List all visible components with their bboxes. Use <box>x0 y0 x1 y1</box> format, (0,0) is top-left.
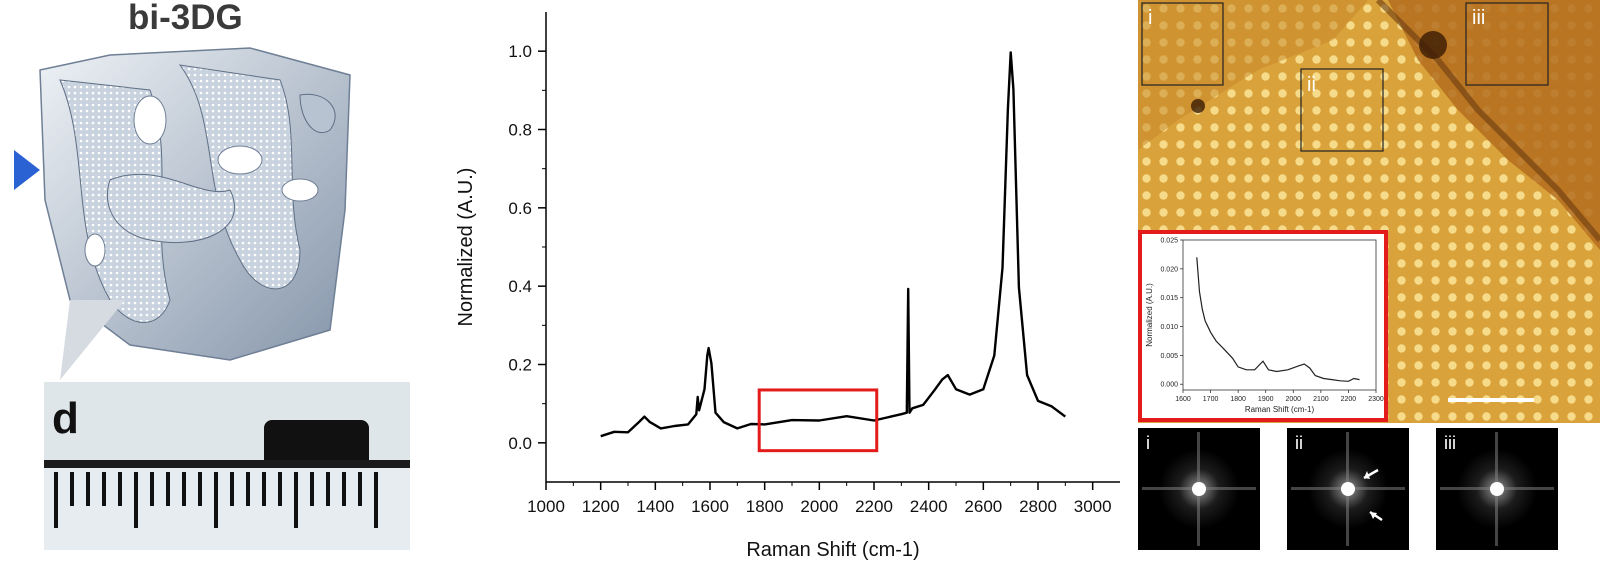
inset-y-tick-label: 0.025 <box>1160 238 1178 245</box>
inset-x-tick-label: 2200 <box>1341 396 1357 403</box>
scale-bar <box>1448 398 1534 402</box>
y-axis-label: Normalized (A.U.) <box>455 168 477 327</box>
fft-image-iii: iii <box>1436 428 1558 550</box>
x-tick-label: 1400 <box>636 497 674 516</box>
inset-x-tick-label: 2000 <box>1285 396 1301 403</box>
inset-x-tick-label: 2300 <box>1368 396 1384 403</box>
roi-box-i: i <box>1141 2 1224 86</box>
afm-image-panel: i ii iii 1600 1700 1800 1900 2000 2100 2200 230… <box>1138 0 1600 564</box>
fft-label-ii: ii <box>1295 433 1303 453</box>
y-tick-label: 0.4 <box>508 277 532 296</box>
panel-title: bi-3DG <box>128 0 243 37</box>
inset-x-tick-label: 1900 <box>1258 396 1274 403</box>
inset-x-axis-label: Raman Shift (cm-1) <box>1245 405 1315 414</box>
inset-x-tick-label: 2100 <box>1313 396 1329 403</box>
x-tick-label: 1000 <box>527 497 565 516</box>
x-tick-label: 3000 <box>1074 497 1112 516</box>
roi-box-iii: iii <box>1465 2 1549 86</box>
inset-plot-area <box>1182 239 1377 391</box>
fft-label-i: i <box>1146 433 1150 453</box>
x-tick-label: 2800 <box>1019 497 1057 516</box>
fft-image-ii: ii <box>1287 428 1409 550</box>
x-tick-label: 1200 <box>582 497 620 516</box>
figure-panel-3d-structure: bi-3DG d <box>0 0 420 564</box>
inset-y-axis-label: Normalized (A.U.) <box>1145 283 1154 347</box>
x-tick-label: 2200 <box>855 497 893 516</box>
inset-x-tick-label: 1800 <box>1230 396 1246 403</box>
x-tick-label: 2400 <box>910 497 948 516</box>
highlight-box <box>757 388 879 453</box>
inset-y-tick-label: 0.010 <box>1160 324 1178 331</box>
x-tick-label: 1800 <box>746 497 784 516</box>
x-axis-label: Raman Shift (cm-1) <box>746 539 919 561</box>
pointer-triangle-icon <box>14 150 40 190</box>
photo-label: d <box>52 394 79 443</box>
roi-label-i: i <box>1148 7 1152 29</box>
y-tick-label: 0.0 <box>508 434 532 453</box>
raman-spectrum-chart: 1000 1200 1400 1600 1800 2000 2200 2400 2600 2800… <box>455 12 1120 561</box>
inset-frame <box>1138 230 1388 422</box>
fft-label-iii: iii <box>1444 433 1456 453</box>
inset-y-tick-label: 0.020 <box>1160 266 1178 273</box>
roi-label-ii: ii <box>1307 74 1316 96</box>
inset-y-tick-label: 0.005 <box>1160 353 1178 360</box>
fft-image-i: i <box>1138 428 1260 550</box>
inset-x-tick-label: 1600 <box>1175 396 1191 403</box>
roi-label-iii: iii <box>1472 7 1485 29</box>
inset-y-tick-label: 0.015 <box>1160 295 1178 302</box>
sample-photo-image: d <box>44 382 410 550</box>
series-line <box>600 51 1067 438</box>
y-tick-label: 0.8 <box>508 121 532 140</box>
x-tick-label: 2000 <box>800 497 838 516</box>
x-tick-label: 2600 <box>964 497 1002 516</box>
roi-box-ii: ii <box>1300 68 1384 152</box>
y-tick-label: 1.0 <box>508 42 532 61</box>
inset-series-line <box>1196 257 1360 382</box>
y-tick-label: 0.2 <box>508 356 532 375</box>
y-tick-label: 0.6 <box>508 199 532 218</box>
x-tick-label: 1600 <box>691 497 729 516</box>
inset-chart: 1600 1700 1800 1900 2000 2100 2200 2300 0.000 0.0… <box>1138 230 1388 422</box>
inset-y-tick-label: 0.000 <box>1160 382 1178 389</box>
foam-render-image <box>39 47 351 380</box>
inset-x-tick-label: 1700 <box>1203 396 1219 403</box>
